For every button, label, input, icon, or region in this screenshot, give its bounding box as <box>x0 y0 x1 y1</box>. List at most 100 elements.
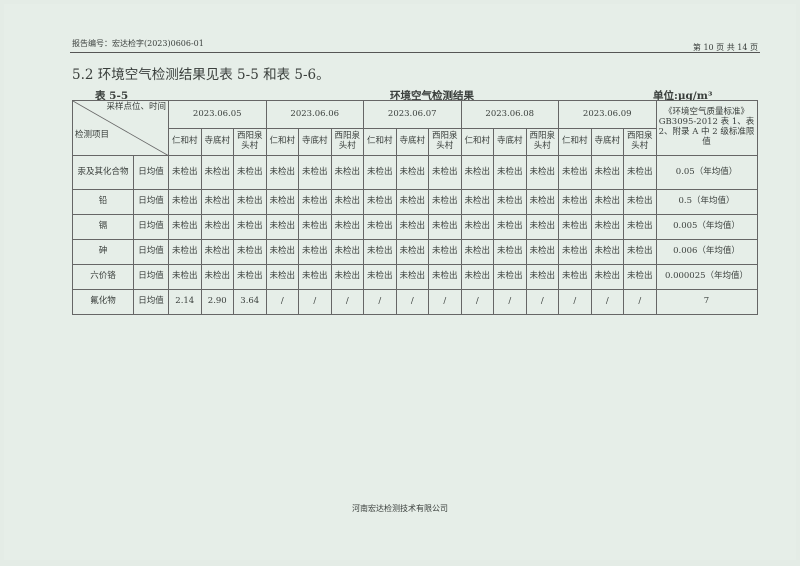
value-cell: 未检出 <box>298 239 332 265</box>
item-cell: 六价铬 <box>72 264 134 290</box>
value-cell: 未检出 <box>590 189 624 215</box>
value-cell: 未检出 <box>493 239 527 265</box>
table-number: 表 5-5 <box>95 90 129 102</box>
value-cell: / <box>590 289 624 315</box>
limit-cell: 0.5（年均值） <box>655 189 758 215</box>
value-cell: 3.64 <box>233 289 267 315</box>
site-header: 寺底村 <box>200 128 234 156</box>
item-cell: 铅 <box>72 189 134 215</box>
value-cell: 未检出 <box>233 264 267 290</box>
value-cell: 未检出 <box>428 189 462 215</box>
value-cell: 未检出 <box>493 214 527 240</box>
limit-cell: 0.006（年均值） <box>655 239 758 265</box>
item-cell: 汞及其化合物 <box>72 155 134 190</box>
type-cell: 日均值 <box>133 155 169 190</box>
value-cell: 未检出 <box>525 239 559 265</box>
value-cell: 未检出 <box>395 239 429 265</box>
value-cell: 未检出 <box>558 155 592 190</box>
limit-cell: 0.05（年均值） <box>655 155 758 190</box>
table-row: 铅日均值 未检出 未检出 未检出 未检出 未检出 未检出 未检出 未检出 未检出 未检出 未检出 未检出… <box>72 189 758 215</box>
site-header: 西阳泉头村 <box>233 128 267 156</box>
value-cell: 未检出 <box>558 264 592 290</box>
value-cell: 未检出 <box>330 264 364 290</box>
value-cell: 未检出 <box>395 214 429 240</box>
value-cell: / <box>623 289 657 315</box>
value-cell: 未检出 <box>493 264 527 290</box>
site-header: 仁和村 <box>168 128 202 156</box>
value-cell: 未检出 <box>525 155 559 190</box>
limit-cell: 0.005（年均值） <box>655 214 758 240</box>
table-row: 镉日均值 未检出 未检出 未检出 未检出 未检出 未检出 未检出 未检出 未检出 未检出 未检出 未检出… <box>72 214 758 240</box>
value-cell: 未检出 <box>460 214 494 240</box>
limit-cell: 0.000025（年均值） <box>655 264 758 290</box>
value-cell: 未检出 <box>525 214 559 240</box>
header-rule <box>70 52 760 53</box>
date-header: 2023.06.09 <box>558 100 657 129</box>
site-header: 仁和村 <box>265 128 299 156</box>
type-cell: 日均值 <box>133 264 169 290</box>
value-cell: 未检出 <box>363 155 397 190</box>
value-cell: / <box>525 289 559 315</box>
site-header: 西阳泉头村 <box>623 128 657 156</box>
site-header: 寺底村 <box>298 128 332 156</box>
site-header: 西阳泉头村 <box>428 128 462 156</box>
value-cell: 未检出 <box>428 239 462 265</box>
site-header: 仁和村 <box>460 128 494 156</box>
value-cell: 未检出 <box>623 264 657 290</box>
value-cell: / <box>493 289 527 315</box>
type-cell: 日均值 <box>133 239 169 265</box>
value-cell: 未检出 <box>558 214 592 240</box>
value-cell: / <box>395 289 429 315</box>
value-cell: 未检出 <box>200 155 234 190</box>
value-cell: 2.90 <box>200 289 234 315</box>
value-cell: / <box>265 289 299 315</box>
value-cell: 未检出 <box>233 155 267 190</box>
value-cell: 未检出 <box>558 189 592 215</box>
value-cell: 未检出 <box>265 155 299 190</box>
value-cell: 未检出 <box>363 214 397 240</box>
value-cell: 未检出 <box>265 214 299 240</box>
value-cell: 未检出 <box>363 239 397 265</box>
value-cell: 未检出 <box>265 264 299 290</box>
site-header: 西阳泉头村 <box>525 128 559 156</box>
date-header: 2023.06.05 <box>168 100 267 129</box>
value-cell: 未检出 <box>460 155 494 190</box>
date-header: 2023.06.08 <box>460 100 559 129</box>
value-cell: 未检出 <box>460 189 494 215</box>
value-cell: / <box>298 289 332 315</box>
value-cell: 未检出 <box>233 214 267 240</box>
site-header: 寺底村 <box>493 128 527 156</box>
site-header: 西阳泉头村 <box>330 128 364 156</box>
standard-header: 《环境空气质量标准》GB3095-2012 表 1、表 2、附录 A 中 2 级… <box>655 100 758 156</box>
page-number: 第 10 页 共 14 页 <box>692 43 758 52</box>
corner-top-label: 采样点位、时间 <box>106 102 166 112</box>
value-cell: 未检出 <box>623 189 657 215</box>
table-row: 氟化物 日均值 2.14 2.90 3.64// / / / / / / / / //7 <box>72 289 758 315</box>
type-cell: 日均值 <box>133 189 169 215</box>
item-cell: 镉 <box>72 214 134 240</box>
value-cell: 未检出 <box>265 189 299 215</box>
value-cell: 未检出 <box>168 214 202 240</box>
value-cell: 未检出 <box>428 155 462 190</box>
value-cell: 未检出 <box>298 155 332 190</box>
value-cell: 未检出 <box>590 239 624 265</box>
section-title: 5.2 环境空气检测结果见表 5-5 和表 5-6。 <box>72 67 330 83</box>
type-cell: 日均值 <box>133 289 169 315</box>
type-cell: 日均值 <box>133 214 169 240</box>
footer-company: 河南宏达检测技术有限公司 <box>352 504 448 513</box>
table-row: 六价铬 日均值 未检出 未检出 未检出 未检出 未检出 未检出 未检出 未检出 未检出 未检出 未检出未… <box>72 264 758 290</box>
value-cell: 未检出 <box>298 214 332 240</box>
value-cell: 未检出 <box>558 239 592 265</box>
value-cell: 未检出 <box>493 155 527 190</box>
value-cell: 未检出 <box>168 264 202 290</box>
value-cell: 未检出 <box>200 214 234 240</box>
table-row: 汞及其化合物 日均值 未检出 未检出 未检出 未检出 未检出 未检出 未检出 未检出 未检出 未检出未… <box>72 155 758 190</box>
item-cell: 氟化物 <box>72 289 134 315</box>
value-cell: 未检出 <box>330 214 364 240</box>
value-cell: 未检出 <box>623 155 657 190</box>
value-cell: 未检出 <box>363 264 397 290</box>
table-row: 砷日均值 未检出 未检出 未检出 未检出 未检出 未检出 未检出 未检出 未检出 未检出 未检出 未检出… <box>72 239 758 265</box>
value-cell: 未检出 <box>200 264 234 290</box>
value-cell: 未检出 <box>395 155 429 190</box>
value-cell: 未检出 <box>460 264 494 290</box>
